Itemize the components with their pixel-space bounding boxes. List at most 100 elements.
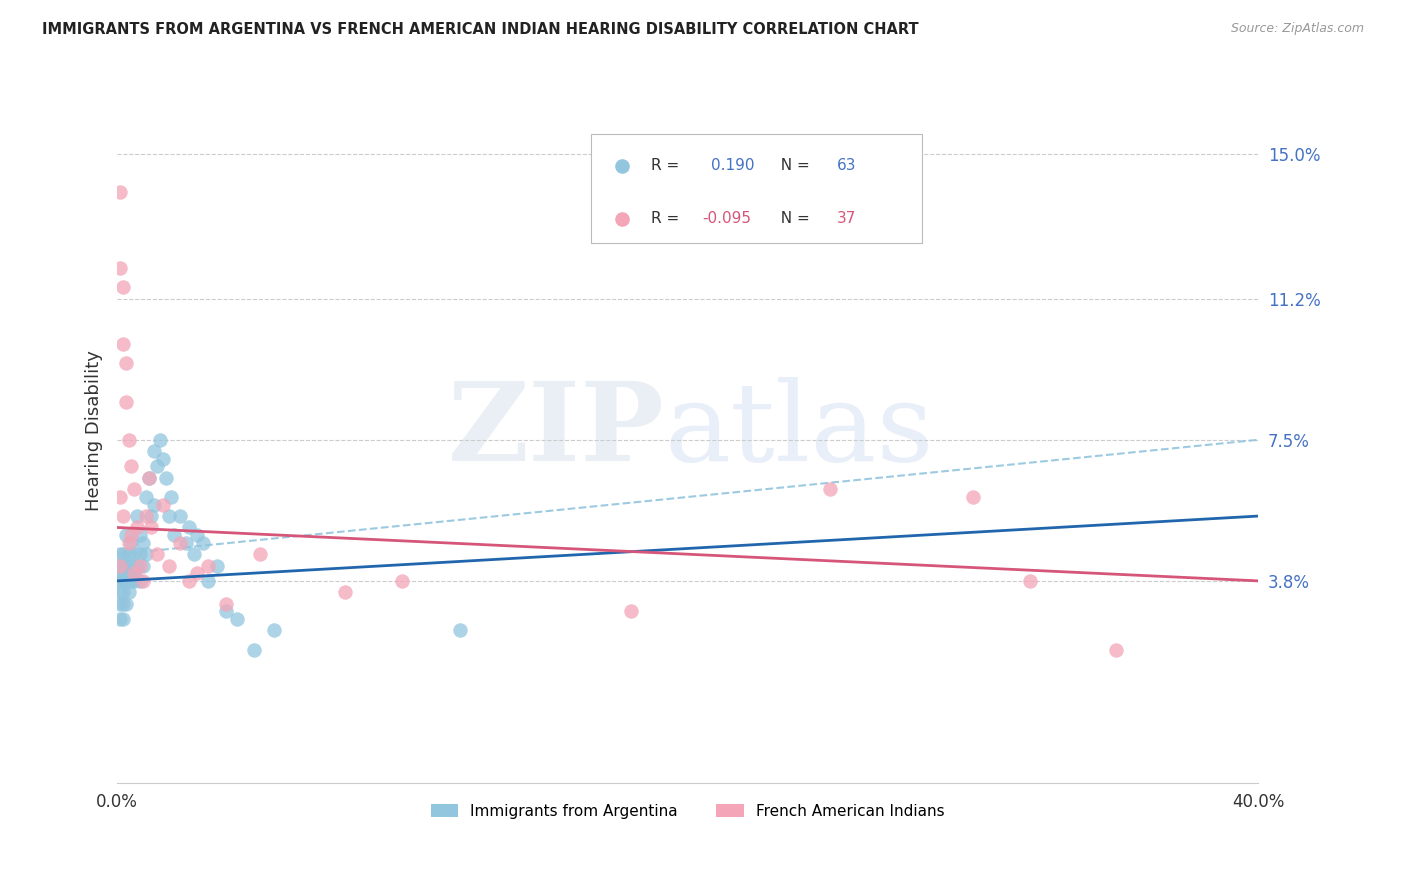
Point: [114, 528, 136, 542]
Point: [111, 547, 134, 561]
Point: [177, 520, 200, 534]
Point: [186, 528, 208, 542]
Point: [174, 535, 197, 549]
Point: [146, 459, 169, 474]
Point: [120, 574, 142, 588]
Point: [214, 604, 236, 618]
Point: [108, 261, 131, 276]
Point: [124, 547, 146, 561]
Point: [111, 558, 134, 573]
Point: [114, 597, 136, 611]
Point: [111, 597, 134, 611]
Point: [108, 490, 131, 504]
Point: [138, 471, 160, 485]
Text: Source: ZipAtlas.com: Source: ZipAtlas.com: [1230, 22, 1364, 36]
Point: [249, 547, 271, 561]
Point: [111, 585, 134, 599]
Point: [138, 471, 160, 485]
Text: 63: 63: [837, 158, 856, 173]
Text: 0.190: 0.190: [710, 158, 754, 173]
Point: [111, 280, 134, 294]
Point: [129, 547, 152, 561]
Point: [111, 337, 134, 351]
Point: [1104, 642, 1126, 657]
Point: [127, 558, 149, 573]
Point: [820, 483, 842, 497]
Point: [335, 585, 357, 599]
Point: [163, 528, 186, 542]
Point: [141, 520, 163, 534]
Text: -0.095: -0.095: [703, 211, 752, 226]
Point: [152, 451, 174, 466]
Text: R =: R =: [651, 158, 689, 173]
Point: [160, 490, 183, 504]
Point: [169, 535, 191, 549]
Text: 37: 37: [837, 211, 856, 226]
Point: [117, 585, 139, 599]
Point: [135, 547, 157, 561]
Point: [197, 558, 219, 573]
Point: [132, 558, 155, 573]
Point: [108, 185, 131, 199]
Point: [120, 558, 142, 573]
FancyBboxPatch shape: [591, 134, 921, 244]
Point: [143, 444, 166, 458]
Point: [117, 535, 139, 549]
Point: [129, 528, 152, 542]
Point: [114, 357, 136, 371]
Legend: Immigrants from Argentina, French American Indians: Immigrants from Argentina, French Americ…: [425, 797, 950, 825]
Point: [111, 612, 134, 626]
Point: [191, 535, 214, 549]
Point: [117, 433, 139, 447]
Point: [127, 509, 149, 524]
Point: [177, 574, 200, 588]
Point: [124, 483, 146, 497]
Point: [120, 535, 142, 549]
Point: [152, 498, 174, 512]
Text: ZIP: ZIP: [449, 376, 665, 483]
Point: [183, 547, 205, 561]
Point: [108, 574, 131, 588]
Point: [108, 597, 131, 611]
Point: [124, 574, 146, 588]
Point: [143, 498, 166, 512]
Point: [124, 566, 146, 581]
Point: [111, 574, 134, 588]
Point: [146, 547, 169, 561]
Point: [214, 597, 236, 611]
Point: [263, 624, 285, 638]
Point: [108, 558, 131, 573]
Point: [108, 585, 131, 599]
Point: [169, 509, 191, 524]
Point: [129, 574, 152, 588]
Point: [120, 528, 142, 542]
Point: [117, 566, 139, 581]
Point: [129, 558, 152, 573]
Point: [155, 471, 177, 485]
Point: [243, 642, 266, 657]
Point: [132, 535, 155, 549]
Point: [127, 520, 149, 534]
Point: [149, 433, 172, 447]
Point: [226, 612, 249, 626]
Point: [117, 547, 139, 561]
Point: [197, 574, 219, 588]
Text: atlas: atlas: [665, 376, 935, 483]
Point: [120, 566, 142, 581]
Point: [157, 558, 180, 573]
Point: [114, 394, 136, 409]
Point: [205, 558, 228, 573]
Point: [157, 509, 180, 524]
Point: [111, 509, 134, 524]
Point: [962, 490, 984, 504]
Point: [108, 547, 131, 561]
Point: [132, 574, 155, 588]
Point: [141, 509, 163, 524]
Point: [108, 558, 131, 573]
Point: [135, 490, 157, 504]
Point: [124, 566, 146, 581]
Point: [620, 604, 643, 618]
Point: [449, 624, 471, 638]
Point: [108, 566, 131, 581]
Point: [114, 566, 136, 581]
